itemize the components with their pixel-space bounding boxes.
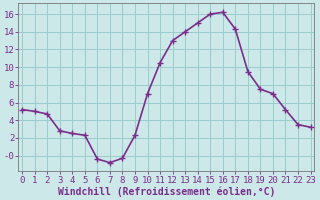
X-axis label: Windchill (Refroidissement éolien,°C): Windchill (Refroidissement éolien,°C) — [58, 186, 275, 197]
